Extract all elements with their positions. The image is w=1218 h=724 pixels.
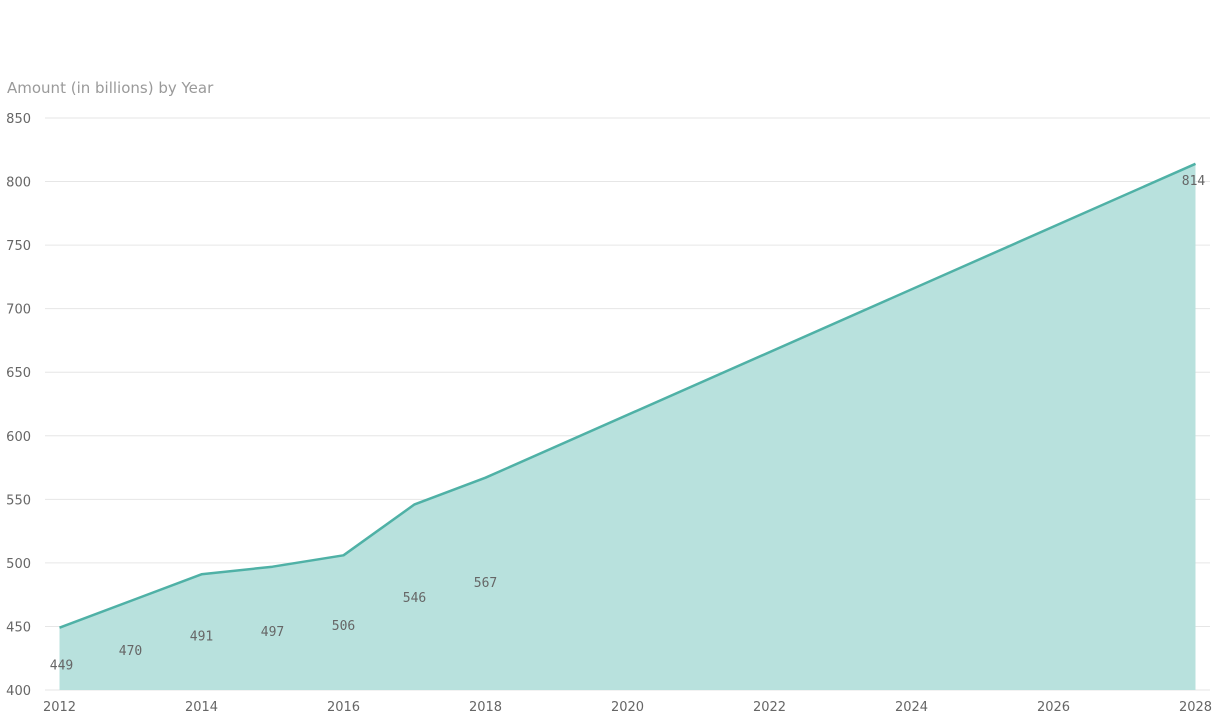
y-tick-label: 450 [6,620,31,635]
y-tick-label: 500 [6,557,31,572]
data-labels: 449 470 491 497 506 546 567 814 [50,174,1206,674]
y-tick-label: 800 [6,176,31,191]
y-tick-label: 750 [6,239,31,254]
x-tick-label: 2018 [469,700,502,715]
chart-title: Amount (in billions) by Year [7,79,214,97]
x-tick-label: 2016 [327,700,360,715]
data-label: 491 [190,629,213,644]
data-label: 567 [474,576,497,591]
x-tick-label: 2020 [611,700,644,715]
y-tick-label: 600 [6,430,31,445]
y-tick-label: 400 [6,684,31,699]
y-tick-label: 850 [6,112,31,127]
y-tick-label: 550 [6,493,31,508]
data-label: 470 [119,644,142,659]
x-tick-label: 2024 [895,700,928,715]
y-tick-label: 700 [6,303,31,318]
data-label: 546 [403,591,426,606]
x-tick-label: 2026 [1037,700,1070,715]
area-fill [59,163,1196,691]
x-tick-label: 2014 [185,700,218,715]
area-series [59,162,1197,691]
y-tick-label: 650 [6,366,31,381]
x-axis: 2012 2014 2016 2018 2020 2022 2024 2026 2028 [43,700,1212,715]
x-tick-label: 2012 [43,700,76,715]
x-tick-label: 2028 [1179,700,1212,715]
data-label: 449 [50,659,73,674]
data-label: 497 [261,625,284,640]
data-label: 814 [1182,174,1206,189]
series-line [59,162,1197,629]
x-tick-label: 2022 [753,700,786,715]
data-label: 506 [332,619,355,634]
y-axis: 400 450 500 550 600 650 700 750 800 850 [6,112,31,699]
